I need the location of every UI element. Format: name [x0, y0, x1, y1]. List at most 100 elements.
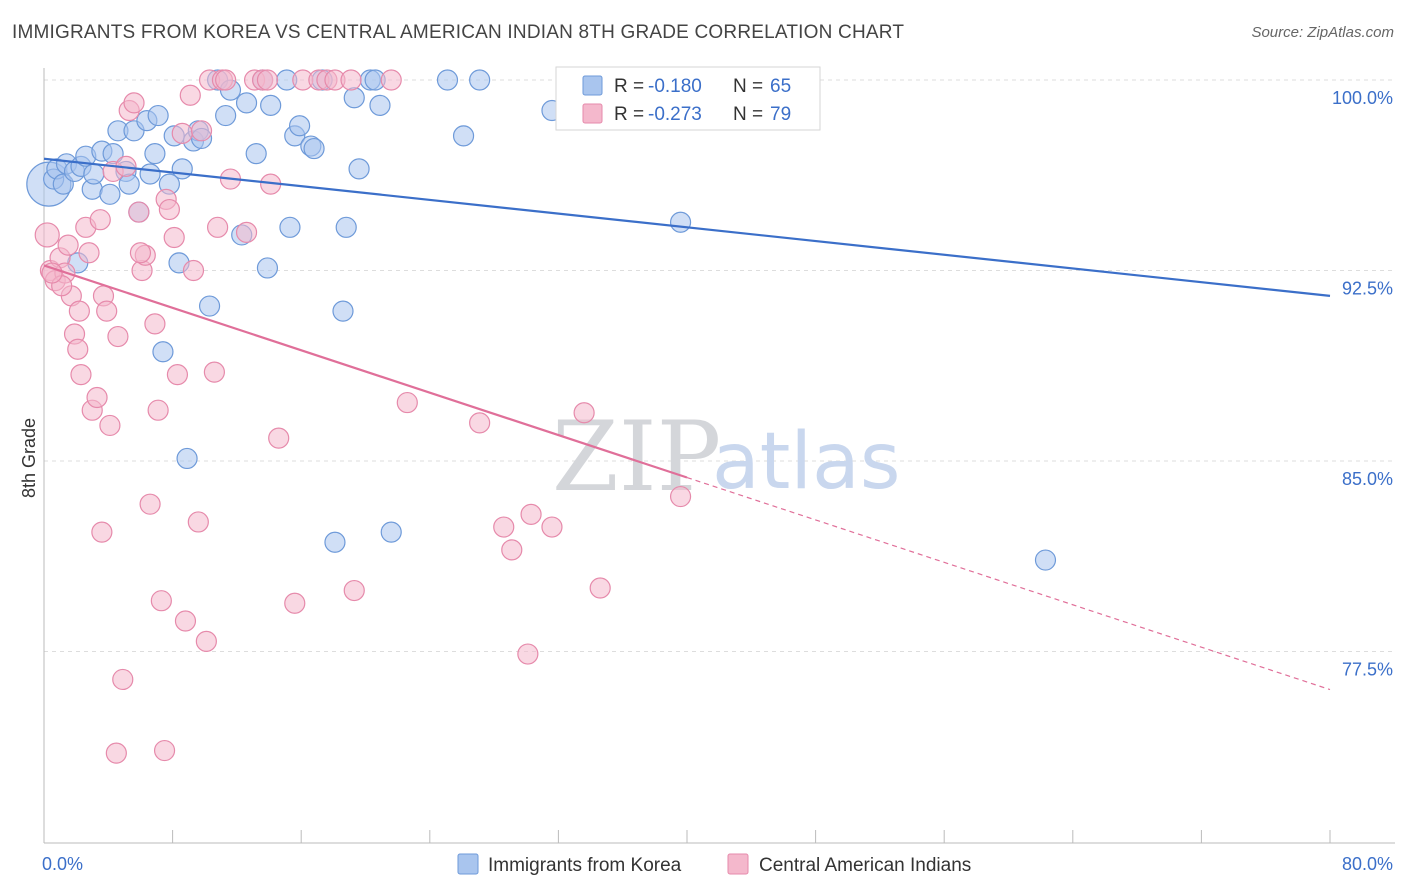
- series-swatch-korea: [457, 853, 479, 875]
- point-korea-50: [332, 300, 354, 322]
- y-axis-title: 8th Grade: [19, 418, 39, 498]
- point-central-american-indians-70: [589, 577, 611, 599]
- chart-source: Source: ZipAtlas.com: [1251, 24, 1394, 41]
- point-central-american-indians-51: [256, 69, 279, 91]
- series-label-korea: Immigrants from Korea: [488, 855, 682, 876]
- data-points: [26, 69, 1057, 764]
- point-korea-45: [288, 115, 311, 137]
- point-central-american-indians-14: [89, 209, 111, 231]
- point-central-american-indians-29: [147, 399, 169, 421]
- trend-line-korea: [43, 157, 1331, 297]
- point-korea-57: [380, 521, 402, 543]
- point-central-american-indians-59: [340, 69, 362, 91]
- legend: R = -0.180 N = 65 R = -0.273 N = 79: [555, 66, 821, 131]
- point-central-american-indians-75: [68, 300, 90, 322]
- point-central-american-indians-16: [96, 300, 118, 322]
- point-central-american-indians-8: [67, 338, 89, 360]
- legend-r-label-2: R =: [614, 104, 644, 125]
- legend-r-label-1: R =: [614, 76, 644, 97]
- point-korea-22: [147, 104, 169, 127]
- point-central-american-indians-17: [99, 414, 121, 437]
- point-korea-43: [279, 216, 301, 238]
- point-central-american-indians-44: [207, 216, 229, 238]
- tick-labels: 77.5% 85.0% 92.5% 100.0% 0.0% 80.0%: [42, 88, 1393, 874]
- watermark-atlas: atlas: [712, 417, 901, 507]
- point-central-american-indians-67: [520, 503, 542, 525]
- point-central-american-indians-0: [34, 222, 60, 248]
- point-central-american-indians-27: [139, 493, 161, 515]
- point-central-american-indians-73: [153, 739, 176, 762]
- legend-n-label-2: N =: [733, 104, 763, 125]
- point-central-american-indians-28: [144, 313, 166, 335]
- point-central-american-indians-62: [396, 391, 418, 414]
- point-korea-56: [369, 94, 391, 117]
- legend-r-value-1: -0.180: [648, 76, 702, 97]
- point-korea-27: [171, 158, 193, 180]
- point-central-american-indians-77: [41, 262, 63, 284]
- point-korea-60: [469, 69, 491, 91]
- y-tick-label-1: 85.0%: [1342, 469, 1393, 489]
- point-central-american-indians-66: [517, 643, 539, 665]
- point-central-american-indians-61: [380, 69, 402, 91]
- point-central-american-indians-46: [215, 69, 237, 91]
- point-central-american-indians-23: [123, 92, 145, 114]
- point-central-american-indians-38: [182, 259, 205, 282]
- point-central-american-indians-13: [86, 386, 108, 409]
- point-central-american-indians-19: [107, 325, 129, 348]
- point-central-american-indians-74: [91, 521, 113, 543]
- point-central-american-indians-69: [573, 402, 595, 424]
- series-label-central-american-indians: Central American Indians: [759, 855, 971, 876]
- point-central-american-indians-33: [163, 226, 185, 249]
- grid-lines: [44, 79, 1395, 652]
- point-central-american-indians-20: [112, 668, 134, 691]
- point-korea-41: [260, 94, 282, 117]
- point-korea-51: [335, 216, 357, 238]
- trend-line-central-american-indians: [43, 264, 688, 479]
- point-central-american-indians-36: [174, 610, 197, 632]
- point-korea-38: [245, 143, 267, 165]
- point-korea-40: [256, 257, 279, 279]
- point-central-american-indians-24: [128, 201, 150, 223]
- point-central-american-indians-32: [158, 198, 180, 221]
- point-korea-16: [118, 173, 140, 195]
- point-korea-34: [215, 104, 237, 127]
- series-swatch-central-american-indians: [727, 853, 749, 875]
- point-korea-64: [1034, 549, 1057, 571]
- point-central-american-indians-54: [284, 592, 306, 614]
- point-central-american-indians-37: [179, 84, 201, 106]
- y-tick-label-0: 77.5%: [1342, 660, 1393, 680]
- legend-n-value-2: 79: [770, 104, 791, 125]
- point-korea-28: [176, 447, 198, 470]
- point-central-american-indians-68: [541, 516, 563, 538]
- x-tick-label-1: 80.0%: [1342, 854, 1393, 874]
- point-central-american-indians-72: [105, 742, 127, 764]
- x-tick-label-0: 0.0%: [42, 854, 83, 874]
- point-korea-37: [235, 92, 258, 114]
- watermark: ZIP atlas: [552, 401, 901, 513]
- point-korea-49: [324, 531, 346, 553]
- legend-n-label-1: N =: [733, 76, 763, 97]
- point-korea-23: [152, 341, 174, 363]
- point-korea-63: [669, 211, 692, 233]
- y-tick-label-3: 100.0%: [1332, 88, 1393, 108]
- point-korea-12: [99, 183, 121, 205]
- legend-swatch-pink: [582, 103, 603, 124]
- trend-lines: [43, 157, 1331, 691]
- point-central-american-indians-43: [203, 361, 225, 383]
- trend-line-central-american-indians-projection: [686, 476, 1331, 691]
- point-central-american-indians-40: [190, 120, 213, 142]
- point-central-american-indians-30: [150, 590, 172, 612]
- point-central-american-indians-60: [343, 579, 365, 602]
- chart-title: IMMIGRANTS FROM KOREA VS CENTRAL AMERICA…: [12, 22, 905, 43]
- point-central-american-indians-41: [195, 630, 217, 652]
- point-central-american-indians-39: [187, 511, 209, 533]
- point-central-american-indians-65: [501, 539, 523, 561]
- legend-r-value-2: -0.273: [648, 104, 702, 125]
- point-korea-47: [303, 137, 325, 160]
- legend-swatch-blue: [582, 75, 603, 96]
- point-central-american-indians-53: [268, 427, 290, 449]
- point-korea-32: [198, 295, 221, 317]
- point-korea-52: [343, 87, 365, 109]
- legend-n-value-1: 65: [770, 76, 791, 97]
- point-korea-20: [139, 163, 161, 185]
